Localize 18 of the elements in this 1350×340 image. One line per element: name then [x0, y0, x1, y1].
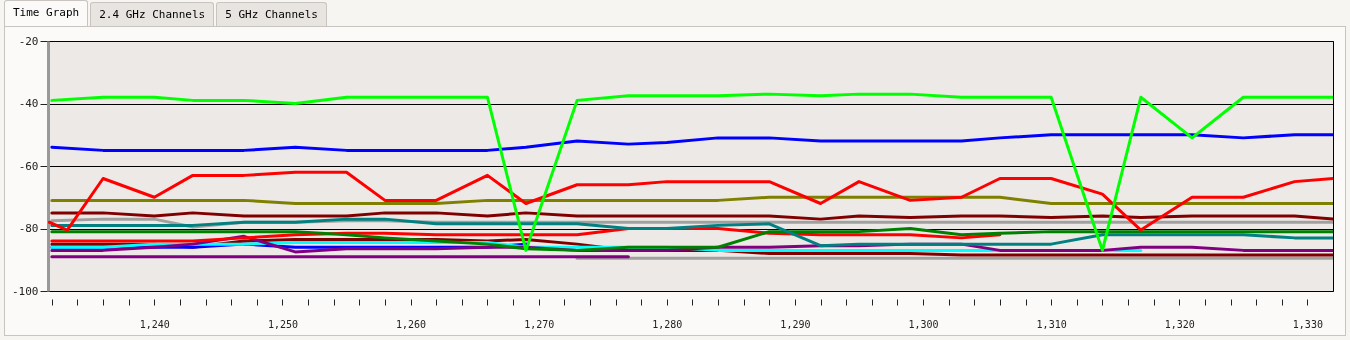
x-tick-label: 1,320 [1164, 318, 1195, 330]
x-tick-label: 1,300 [908, 318, 939, 330]
x-tick-label: 1,290 [780, 318, 811, 330]
x-tick-label: 1,270 [524, 318, 555, 330]
y-tick-label: -60 [18, 159, 39, 173]
x-tick-label: 1,240 [139, 318, 170, 330]
y-tick-label: -80 [18, 222, 39, 235]
x-tick-label: 1,330 [1292, 318, 1323, 330]
x-tick-label: 1,260 [396, 318, 427, 330]
y-tick-label: -40 [18, 97, 39, 110]
x-tick-label: 1,280 [652, 318, 683, 330]
x-tick-label: 1,250 [267, 318, 299, 330]
y-tick-label: -20 [18, 34, 39, 48]
text: 2.4 GHz Channels [90, 2, 215, 26]
text: 5 GHz Channels [216, 2, 327, 26]
x-tick-label: 1,310 [1036, 318, 1067, 330]
y-tick-label: -100 [12, 284, 39, 298]
text: Time Graph [4, 0, 89, 26]
